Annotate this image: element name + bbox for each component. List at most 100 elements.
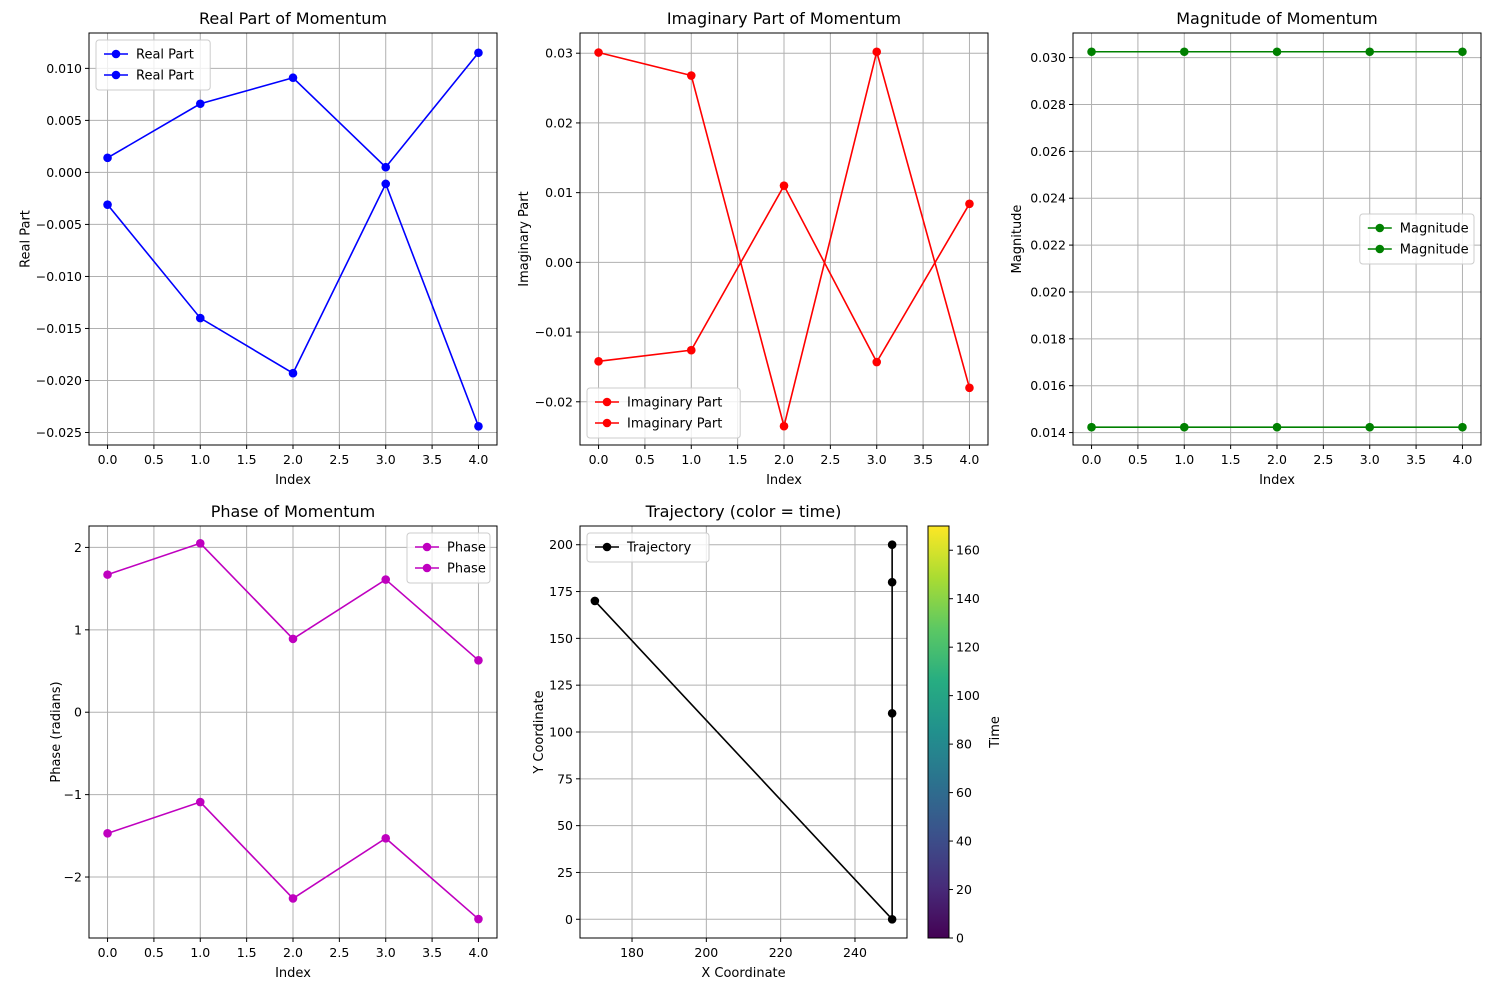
x-tick-label: 0.5 <box>635 452 655 467</box>
legend-label: Magnitude <box>1400 222 1469 237</box>
x-tick-label: 1.5 <box>237 945 257 960</box>
y-tick-label: 0.030 <box>1030 50 1066 65</box>
x-tick-label: 2.0 <box>283 945 303 960</box>
data-point <box>103 570 112 579</box>
y-tick-label: 0.028 <box>1030 97 1066 112</box>
colorbar-tick-label: 40 <box>956 834 972 849</box>
data-point <box>195 797 205 807</box>
y-tick-label: 0.016 <box>1030 378 1066 393</box>
x-tick-label: 1.5 <box>237 452 257 467</box>
x-tick-label: 2.5 <box>1313 452 1333 467</box>
y-tick-label: 200 <box>549 537 573 552</box>
data-point <box>872 357 882 367</box>
colorbar-tick-label: 140 <box>956 591 980 606</box>
data-point <box>1179 47 1189 57</box>
data-point <box>965 199 974 209</box>
x-tick-label: 3.5 <box>913 452 933 467</box>
x-axis-label: Index <box>275 473 311 488</box>
x-axis-label: Index <box>1259 473 1295 488</box>
x-tick-label: 0.0 <box>98 452 118 467</box>
legend-marker <box>111 70 121 80</box>
data-point <box>887 914 897 924</box>
data-point <box>1365 422 1375 432</box>
y-tick-label: 0.014 <box>1030 425 1066 440</box>
data-point <box>103 829 112 838</box>
legend-label: Imaginary Part <box>627 417 722 432</box>
data-point <box>1179 422 1189 432</box>
legend-marker <box>1375 244 1385 254</box>
chart-title: Trajectory (color = time) <box>645 502 842 521</box>
legend-label: Magnitude <box>1400 243 1469 258</box>
legend-label: Real Part <box>136 48 194 63</box>
colorbar-tick-label: 0 <box>956 931 964 946</box>
data-point <box>1087 422 1096 432</box>
x-tick-label: 3.0 <box>376 945 396 960</box>
y-tick-label: 0.005 <box>46 113 82 128</box>
y-tick-label: 0.000 <box>46 165 82 180</box>
chart-title: Magnitude of Momentum <box>1176 9 1378 28</box>
y-tick-label: −1 <box>64 787 82 802</box>
colorbar-tick-label: 80 <box>956 737 972 752</box>
chart-title: Real Part of Momentum <box>199 9 387 28</box>
y-tick-label: 25 <box>557 865 573 880</box>
colorbar-label: Time <box>988 716 1003 749</box>
data-point <box>381 162 391 172</box>
y-tick-label: −2 <box>64 870 82 885</box>
data-point <box>1365 47 1375 57</box>
x-tick-label: 4.0 <box>469 452 489 467</box>
colorbar-tick-label: 100 <box>956 688 980 703</box>
y-tick-label: −0.005 <box>36 217 82 232</box>
data-point <box>381 575 391 584</box>
legend-label: Real Part <box>136 69 194 84</box>
y-tick-label: −0.015 <box>36 321 82 336</box>
data-point <box>195 313 205 323</box>
chart-title: Phase of Momentum <box>211 502 376 521</box>
subplot-3: 0.0 0.5 1.0 1.5 2.0 2.5 3.0 3.5 4.0 0.014 0.016 0.0… <box>1010 9 1482 488</box>
y-tick-label: 0.026 <box>1030 144 1066 159</box>
y-tick-label: 175 <box>549 584 573 599</box>
x-tick-label: 3.5 <box>1406 452 1426 467</box>
y-axis-label: Imaginary Part <box>517 191 532 286</box>
y-tick-label: −0.01 <box>535 325 573 340</box>
data-point <box>686 71 696 80</box>
x-tick-label: 200 <box>694 945 718 960</box>
x-tick-label: 220 <box>769 945 793 960</box>
y-tick-label: 0 <box>565 912 573 927</box>
x-tick-label: 1.0 <box>190 452 210 467</box>
x-tick-label: 2.0 <box>774 452 794 467</box>
data-point <box>1458 47 1467 57</box>
data-point <box>1087 47 1096 57</box>
x-tick-label: 0.5 <box>144 945 164 960</box>
data-point <box>887 540 897 550</box>
subplot-2: 0.0 0.5 1.0 1.5 2.0 2.5 3.0 3.5 4.0 −0.02 −0.01 0.0… <box>517 9 989 488</box>
x-tick-label: 1.0 <box>681 452 701 467</box>
y-tick-label: −0.025 <box>36 425 82 440</box>
data-point <box>474 421 483 431</box>
data-point <box>779 181 789 190</box>
x-tick-label: 2.5 <box>329 945 349 960</box>
subplot-4: 0.0 0.5 1.0 1.5 2.0 2.5 3.0 3.5 4.0 −2 −1 0 1 2 Phase … <box>49 502 498 981</box>
y-tick-label: 0.022 <box>1030 238 1066 253</box>
data-point <box>779 421 789 431</box>
chart-title: Imaginary Part of Momentum <box>667 9 901 28</box>
legend-label: Phase <box>447 541 486 556</box>
x-tick-label: 3.0 <box>867 452 887 467</box>
x-tick-label: 2.5 <box>329 452 349 467</box>
data-point <box>195 539 205 548</box>
y-tick-label: 0.01 <box>545 185 573 200</box>
data-point <box>103 200 112 209</box>
data-point <box>1458 422 1467 432</box>
x-tick-label: 240 <box>843 945 867 960</box>
x-tick-label: 0.5 <box>1128 452 1148 467</box>
colorbar: 0 20 40 60 80 100 120 140 160 Time <box>927 525 1003 946</box>
y-tick-label: 0.020 <box>1030 284 1066 299</box>
data-point <box>590 596 600 606</box>
data-point <box>474 914 483 924</box>
legend-label: Trajectory <box>626 541 691 556</box>
x-tick-label: 3.5 <box>422 945 442 960</box>
legend: Real Part Real Part <box>95 39 211 91</box>
y-tick-label: 0.03 <box>545 46 573 61</box>
legend-label: Imaginary Part <box>627 396 722 411</box>
colorbar-gradient <box>927 525 950 939</box>
data-point <box>594 48 603 57</box>
